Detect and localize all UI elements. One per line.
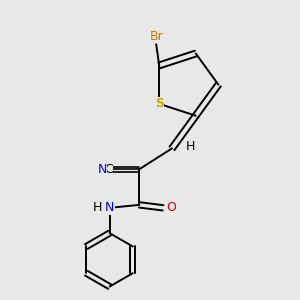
Text: N: N	[105, 201, 114, 214]
Text: O: O	[166, 201, 176, 214]
Text: N: N	[98, 163, 107, 176]
Text: H: H	[185, 140, 195, 153]
Text: C: C	[104, 163, 112, 176]
Text: H: H	[93, 201, 102, 214]
Text: S: S	[155, 97, 164, 110]
Text: Br: Br	[149, 30, 163, 43]
